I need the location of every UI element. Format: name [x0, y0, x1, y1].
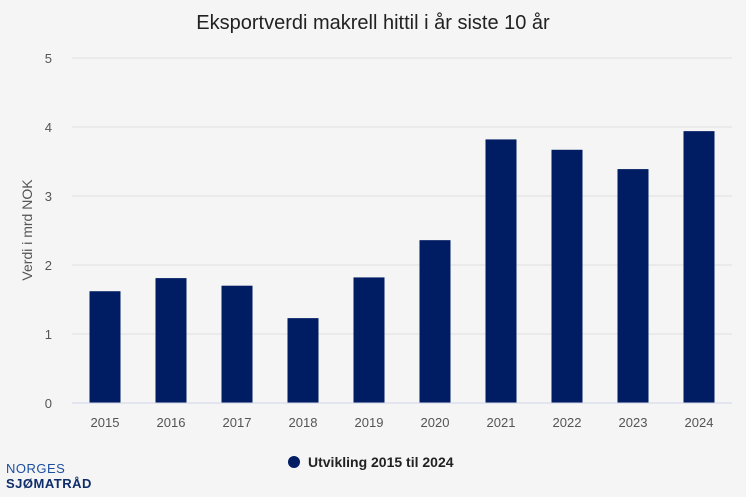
y-axis-ticks: 0 1 2 3 4 5 — [45, 51, 52, 411]
chart-title: Eksportverdi makrell hittil i år siste 1… — [196, 12, 550, 34]
y-tick-label: 3 — [45, 189, 52, 204]
bar-2017[interactable] — [221, 285, 253, 403]
bar-2023[interactable] — [617, 169, 649, 403]
x-tick-label: 2023 — [619, 415, 648, 430]
legend-marker — [288, 456, 300, 468]
legend-label: Utvikling 2015 til 2024 — [308, 454, 454, 470]
bars — [89, 131, 715, 404]
x-axis-ticks: 2015 2016 2017 2018 2019 2020 2021 2022 2023 2024 — [91, 415, 714, 430]
logo-line-1: NORGES — [6, 461, 66, 476]
y-tick-label: 5 — [45, 51, 52, 66]
bar-2019[interactable] — [353, 277, 385, 403]
bar-2022[interactable] — [551, 149, 583, 403]
norges-sjomatrad-logo: NORGES SJØMATRÅD — [6, 461, 92, 491]
x-tick-label: 2024 — [685, 415, 714, 430]
bar-2015[interactable] — [89, 291, 121, 403]
x-tick-label: 2017 — [223, 415, 252, 430]
x-tick-label: 2019 — [355, 415, 384, 430]
bar-2021[interactable] — [485, 139, 517, 404]
x-tick-label: 2021 — [487, 415, 516, 430]
y-tick-label: 1 — [45, 327, 52, 342]
x-tick-label: 2016 — [157, 415, 186, 430]
legend[interactable]: Utvikling 2015 til 2024 — [288, 454, 454, 470]
y-tick-label: 2 — [45, 258, 52, 273]
bar-2016[interactable] — [155, 278, 187, 403]
bar-2020[interactable] — [419, 240, 451, 403]
x-tick-label: 2015 — [91, 415, 120, 430]
y-axis-label: Verdi i mrd NOK — [19, 179, 35, 281]
y-tick-label: 0 — [45, 396, 52, 411]
bar-2024[interactable] — [683, 131, 715, 403]
x-tick-label: 2018 — [289, 415, 318, 430]
x-tick-label: 2020 — [421, 415, 450, 430]
logo-line-2: SJØMATRÅD — [6, 476, 92, 491]
bar-2018[interactable] — [287, 318, 319, 403]
x-tick-label: 2022 — [553, 415, 582, 430]
y-tick-label: 4 — [45, 120, 52, 135]
